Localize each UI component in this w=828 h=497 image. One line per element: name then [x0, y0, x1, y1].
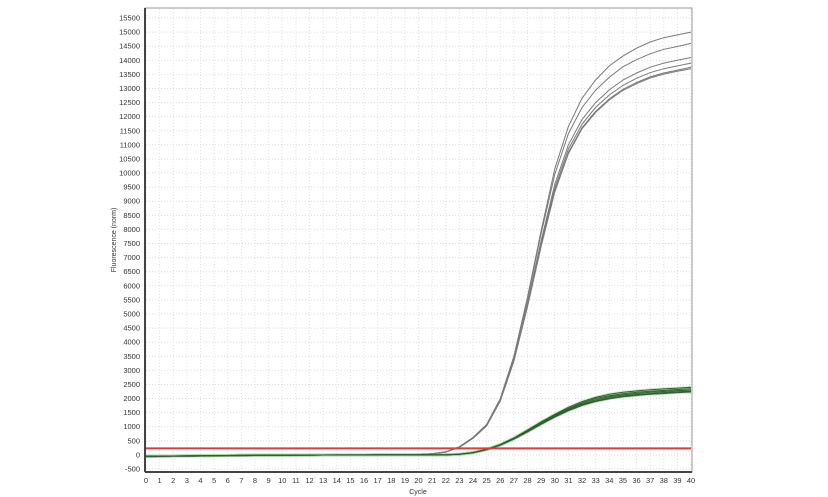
x-tick-label: 39 — [673, 476, 681, 485]
y-tick-label: 5000 — [123, 309, 140, 318]
curves — [145, 31, 692, 458]
y-tick-label: 10500 — [119, 154, 140, 163]
y-tick-label: 9500 — [123, 183, 140, 192]
y-tick-label: 7000 — [123, 253, 140, 262]
x-tick-label: 4 — [198, 476, 202, 485]
y-tick-label: 8000 — [123, 225, 140, 234]
y-tick-label: 3000 — [123, 366, 140, 375]
x-tick-label: 21 — [428, 476, 436, 485]
x-tick-label: 37 — [646, 476, 654, 485]
x-tick-label: 8 — [253, 476, 257, 485]
x-tick-label: 33 — [591, 476, 599, 485]
y-tick-label: 9000 — [123, 197, 140, 206]
y-tick-label: 5500 — [123, 295, 140, 304]
y-tick-label: 15000 — [119, 28, 140, 37]
y-tick-label: 1000 — [123, 422, 140, 431]
x-tick-label: 36 — [632, 476, 640, 485]
y-tick-label: 10000 — [119, 169, 140, 178]
y-tick-label: -500 — [125, 465, 140, 474]
y-tick-labels: -500 0 500 1000 1500 2000 2500 3000 3500 4000 4500… — [119, 14, 140, 474]
x-tick-label: 25 — [482, 476, 490, 485]
y-tick-label: 0 — [136, 450, 140, 459]
x-tick-label: 29 — [537, 476, 545, 485]
x-tick-label: 27 — [510, 476, 518, 485]
y-tick-label: 11000 — [120, 140, 140, 149]
y-tick-label: 14000 — [119, 56, 140, 65]
x-tick-label: 38 — [660, 476, 668, 485]
x-tick-label: 18 — [387, 476, 395, 485]
x-axis-label: Cycle — [409, 489, 427, 496]
x-tick-label: 14 — [333, 476, 341, 485]
x-tick-label: 5 — [212, 476, 216, 485]
x-tick-label: 1 — [158, 476, 162, 485]
x-tick-label: 16 — [360, 476, 368, 485]
x-tick-label: 20 — [414, 476, 422, 485]
y-tick-label: 6500 — [123, 267, 140, 276]
x-tick-label: 13 — [319, 476, 327, 485]
y-tick-label: 15500 — [119, 14, 140, 23]
x-tick-label: 2 — [171, 476, 175, 485]
y-tick-label: 4000 — [123, 338, 140, 347]
y-tick-label: 500 — [127, 436, 140, 445]
x-tick-label: 23 — [455, 476, 463, 485]
y-tick-label: 2500 — [123, 380, 140, 389]
x-tick-label: 10 — [278, 476, 286, 485]
y-tick-label: 2000 — [123, 394, 140, 403]
x-tick-label: 0 — [144, 476, 148, 485]
x-tick-label: 22 — [442, 476, 450, 485]
y-tick-label: 3500 — [123, 352, 140, 361]
y-tick-label: 1500 — [123, 408, 140, 417]
grid — [145, 9, 692, 471]
x-tick-label: 40 — [687, 476, 695, 485]
x-tick-label: 6 — [226, 476, 230, 485]
y-tick-label: 12500 — [119, 98, 140, 107]
x-tick-labels: 0 1 2 3 4 5 6 7 8 9 10 11 12 13 14 15 16 17 18 19 20 21 22 23 24… — [144, 476, 695, 485]
x-tick-label: 3 — [185, 476, 189, 485]
y-tick-label: 12000 — [119, 112, 140, 121]
x-tick-label: 9 — [267, 476, 271, 485]
y-axis-label: Fluorescence (norm) — [111, 208, 118, 273]
x-tick-label: 28 — [523, 476, 531, 485]
x-tick-label: 12 — [305, 476, 313, 485]
y-tick-label: 11500 — [120, 126, 140, 135]
y-tick-label: 13500 — [119, 70, 140, 79]
x-tick-label: 35 — [619, 476, 627, 485]
x-tick-label: 15 — [346, 476, 354, 485]
y-tick-label: 4500 — [123, 324, 140, 333]
y-tick-label: 6000 — [123, 281, 140, 290]
x-tick-label: 26 — [496, 476, 504, 485]
x-tick-label: 34 — [605, 476, 613, 485]
series-halo — [145, 390, 692, 458]
x-tick-label: 19 — [401, 476, 409, 485]
x-tick-label: 24 — [469, 476, 477, 485]
x-tick-label: 30 — [551, 476, 559, 485]
y-tick-label: 7500 — [123, 239, 140, 248]
x-tick-label: 31 — [564, 476, 572, 485]
x-tick-label: 32 — [578, 476, 586, 485]
series-line-low-10[interactable] — [145, 391, 692, 457]
x-tick-label: 11 — [292, 476, 300, 485]
y-tick-label: 14500 — [119, 42, 140, 51]
y-tick-label: 8500 — [123, 211, 140, 220]
y-tick-label: 13000 — [119, 84, 140, 93]
x-tick-label: 17 — [373, 476, 381, 485]
x-tick-label: 7 — [239, 476, 243, 485]
